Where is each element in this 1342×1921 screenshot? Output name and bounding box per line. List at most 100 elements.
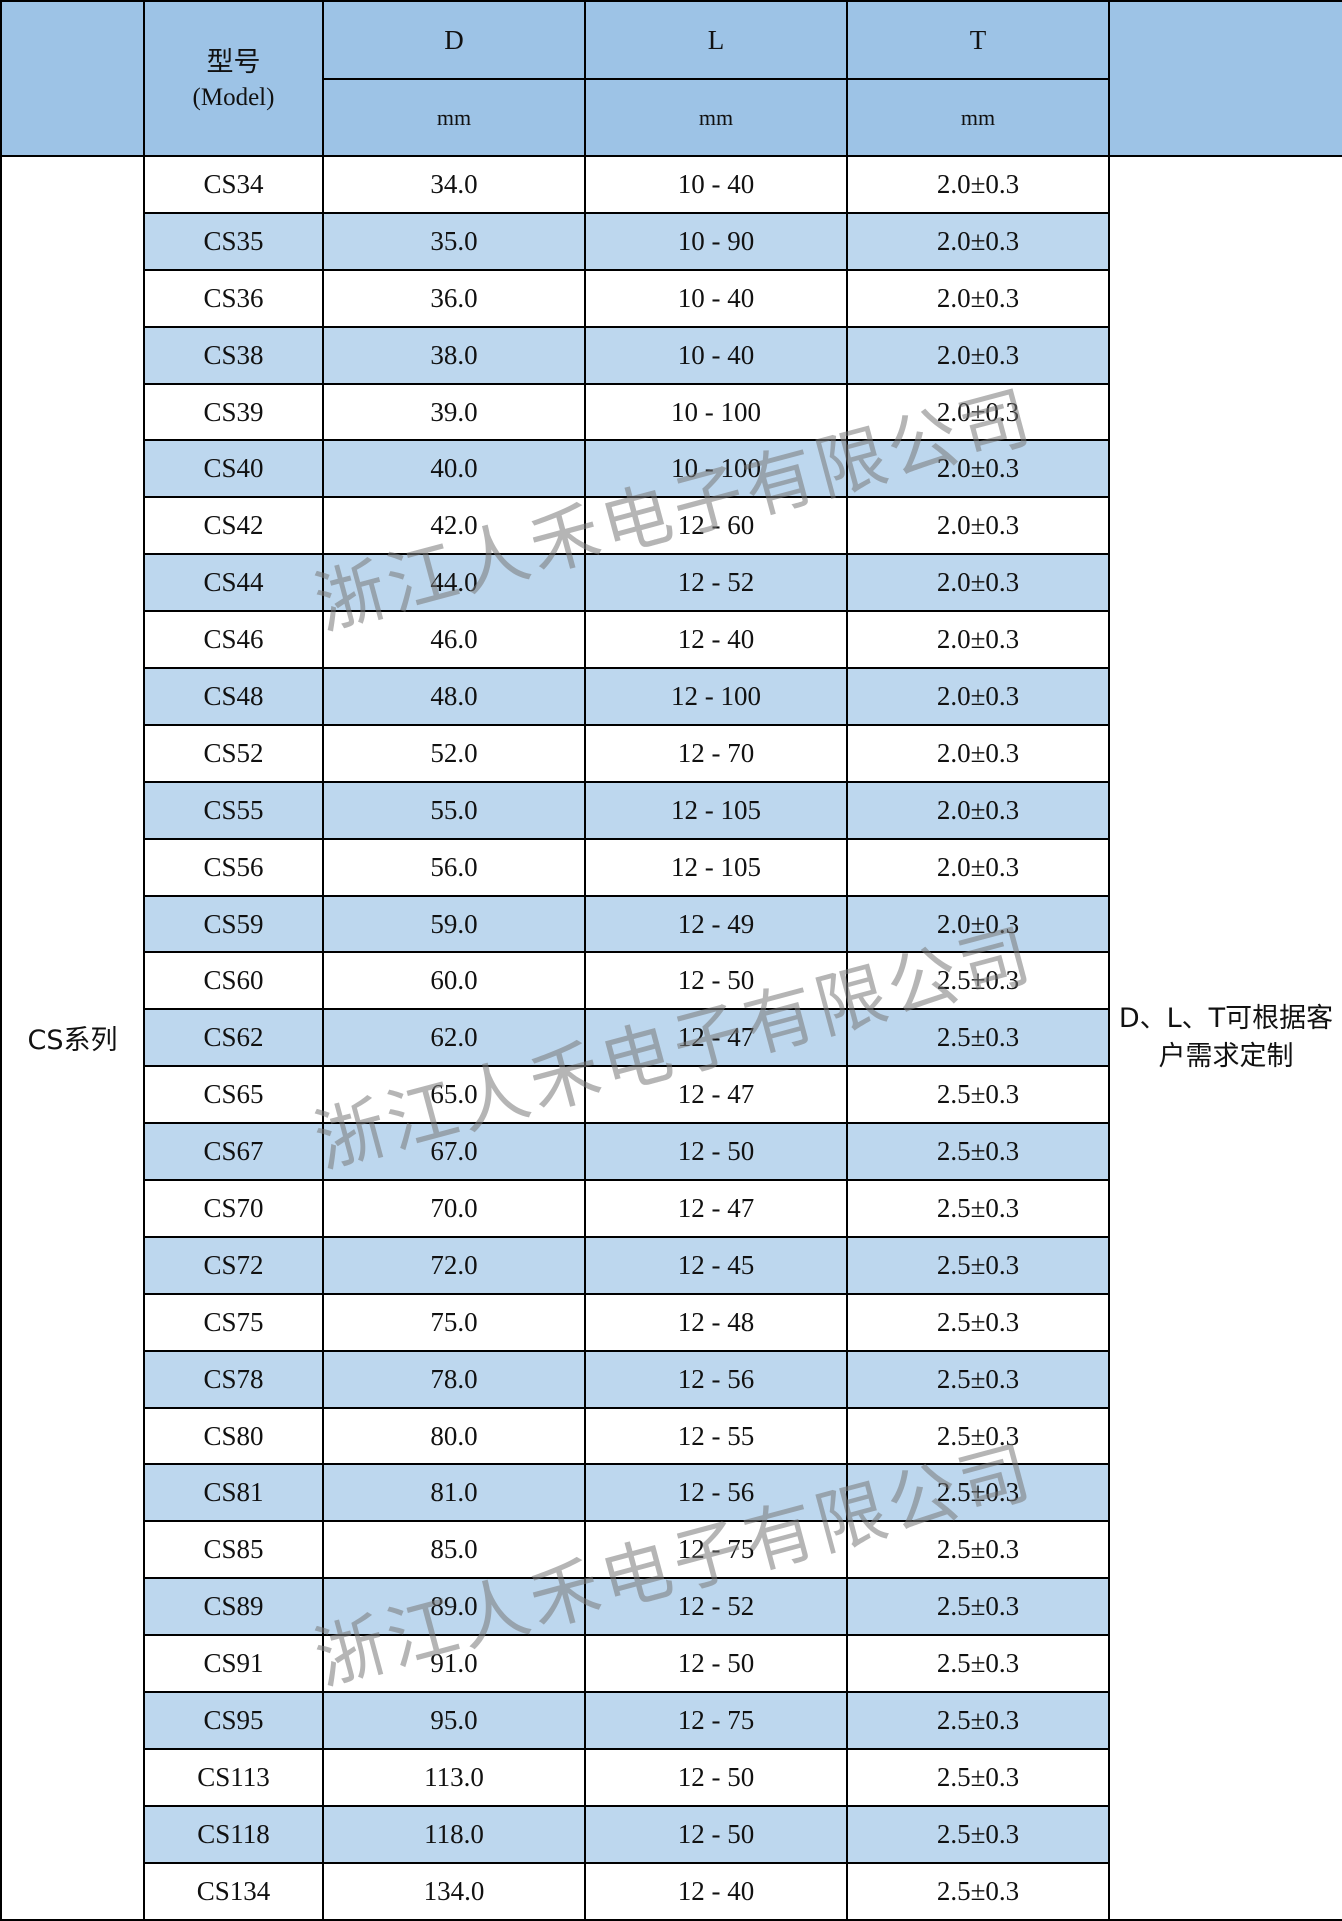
header-blank — [0, 0, 145, 157]
thickness-cell: 2.0±0.3 — [846, 382, 1110, 442]
diameter-cell: 35.0 — [322, 211, 586, 271]
length-cell: 12 - 75 — [584, 1520, 848, 1580]
length-cell: 12 - 100 — [584, 667, 848, 726]
header-unit: mm — [322, 78, 586, 157]
header-unit-row: mm mm mm — [1, 78, 1342, 157]
model-cell: CS34 — [143, 155, 324, 214]
model-cell: CS46 — [143, 610, 324, 670]
header-unit: mm — [846, 78, 1110, 157]
thickness-cell: 2.5±0.3 — [846, 1406, 1110, 1466]
thickness-cell: 2.5±0.3 — [846, 1349, 1110, 1409]
model-cell: CS55 — [143, 780, 324, 840]
thickness-cell: 2.0±0.3 — [846, 610, 1110, 670]
model-cell: CS36 — [143, 268, 324, 328]
diameter-cell: 38.0 — [322, 325, 586, 385]
diameter-cell: 56.0 — [322, 837, 586, 897]
thickness-cell: 2.5±0.3 — [846, 1520, 1110, 1580]
length-cell: 12 - 45 — [584, 1235, 848, 1295]
data-row: CS39 39.0 10 - 100 2.0±0.3 — [1, 382, 1342, 442]
length-cell: 12 - 50 — [584, 1747, 848, 1807]
diameter-cell: 118.0 — [322, 1804, 586, 1864]
thickness-cell: 2.5±0.3 — [846, 1577, 1110, 1637]
data-row: CS75 75.0 12 - 48 2.5±0.3 — [1, 1292, 1342, 1352]
model-cell: CS38 — [143, 325, 324, 385]
model-cell: CS42 — [143, 496, 324, 556]
diameter-cell: 95.0 — [322, 1691, 586, 1750]
model-cell: CS118 — [143, 1804, 324, 1864]
thickness-cell: 2.5±0.3 — [846, 1179, 1110, 1238]
thickness-cell: 2.0±0.3 — [846, 553, 1110, 613]
note-cell: D、L、T可根据客户需求定制 — [1108, 155, 1342, 1921]
model-cell: CS65 — [143, 1065, 324, 1125]
data-row: CS70 70.0 12 - 47 2.5±0.3 — [1, 1179, 1342, 1238]
model-cell: CS35 — [143, 211, 324, 271]
model-cell: CS48 — [143, 667, 324, 726]
diameter-cell: 81.0 — [322, 1463, 586, 1523]
model-cell: CS80 — [143, 1406, 324, 1466]
model-cell: CS67 — [143, 1122, 324, 1182]
data-row: CS62 62.0 12 - 47 2.5±0.3 — [1, 1008, 1342, 1068]
length-cell: 12 - 50 — [584, 1634, 848, 1694]
diameter-cell: 91.0 — [322, 1634, 586, 1694]
diameter-cell: 59.0 — [322, 894, 586, 954]
thickness-cell: 2.5±0.3 — [846, 1292, 1110, 1352]
thickness-cell: 2.0±0.3 — [846, 723, 1110, 783]
model-cell: CS89 — [143, 1577, 324, 1637]
diameter-cell: 75.0 — [322, 1292, 586, 1352]
length-cell: 12 - 56 — [584, 1463, 848, 1523]
data-row: CS81 81.0 12 - 56 2.5±0.3 — [1, 1463, 1342, 1523]
diameter-cell: 42.0 — [322, 496, 586, 556]
thickness-cell: 2.5±0.3 — [846, 1861, 1110, 1921]
thickness-cell: 2.5±0.3 — [846, 951, 1110, 1011]
thickness-cell: 2.5±0.3 — [846, 1634, 1110, 1694]
length-cell: 12 - 70 — [584, 723, 848, 783]
length-cell: 12 - 52 — [584, 1577, 848, 1637]
length-cell: 12 - 60 — [584, 496, 848, 556]
header-column: D — [322, 0, 586, 80]
model-cell: CS91 — [143, 1634, 324, 1694]
diameter-cell: 134.0 — [322, 1861, 586, 1921]
header-blank — [1108, 0, 1342, 157]
thickness-cell: 2.0±0.3 — [846, 894, 1110, 954]
diameter-cell: 62.0 — [322, 1008, 586, 1068]
diameter-cell: 48.0 — [322, 667, 586, 726]
thickness-cell: 2.5±0.3 — [846, 1122, 1110, 1182]
model-cell: CS95 — [143, 1691, 324, 1750]
length-cell: 12 - 50 — [584, 951, 848, 1011]
data-row: CS118 118.0 12 - 50 2.5±0.3 — [1, 1804, 1342, 1864]
length-cell: 10 - 40 — [584, 155, 848, 214]
header-model-en: (Model) — [192, 83, 275, 111]
length-cell: 12 - 105 — [584, 837, 848, 897]
data-row: CS38 38.0 10 - 40 2.0±0.3 — [1, 325, 1342, 385]
model-cell: CS52 — [143, 723, 324, 783]
header-unit: mm — [584, 78, 848, 157]
model-cell: CS134 — [143, 1861, 324, 1921]
data-row: CS67 67.0 12 - 50 2.5±0.3 — [1, 1122, 1342, 1182]
diameter-cell: 85.0 — [322, 1520, 586, 1580]
thickness-cell: 2.0±0.3 — [846, 837, 1110, 897]
model-cell: CS113 — [143, 1747, 324, 1807]
length-cell: 12 - 56 — [584, 1349, 848, 1409]
length-cell: 12 - 40 — [584, 610, 848, 670]
thickness-cell: 2.0±0.3 — [846, 268, 1110, 328]
header-model: 型号 (Model) — [143, 0, 324, 157]
model-cell: CS70 — [143, 1179, 324, 1238]
thickness-cell: 2.5±0.3 — [846, 1008, 1110, 1068]
data-row: CS46 46.0 12 - 40 2.0±0.3 — [1, 610, 1342, 670]
diameter-cell: 113.0 — [322, 1747, 586, 1807]
model-cell: CS75 — [143, 1292, 324, 1352]
model-cell: CS56 — [143, 837, 324, 897]
model-cell: CS81 — [143, 1463, 324, 1523]
data-row: CS系列 CS34 34.0 10 - 40 2.0±0.3 D、L、T可根据客户需求定制 — [0, 155, 1342, 1921]
length-cell: 12 - 40 — [584, 1861, 848, 1921]
length-cell: 10 - 40 — [584, 268, 848, 328]
data-row: CS42 42.0 12 - 60 2.0±0.3 — [1, 496, 1342, 556]
data-row: CS113 113.0 12 - 50 2.5±0.3 — [1, 1747, 1342, 1807]
diameter-cell: 89.0 — [322, 1577, 586, 1637]
thickness-cell: 2.0±0.3 — [846, 155, 1110, 214]
diameter-cell: 39.0 — [322, 382, 586, 442]
data-row: CS56 56.0 12 - 105 2.0±0.3 — [1, 837, 1342, 897]
diameter-cell: 67.0 — [322, 1122, 586, 1182]
data-row: CS55 55.0 12 - 105 2.0±0.3 — [1, 780, 1342, 840]
model-cell: CS72 — [143, 1235, 324, 1295]
